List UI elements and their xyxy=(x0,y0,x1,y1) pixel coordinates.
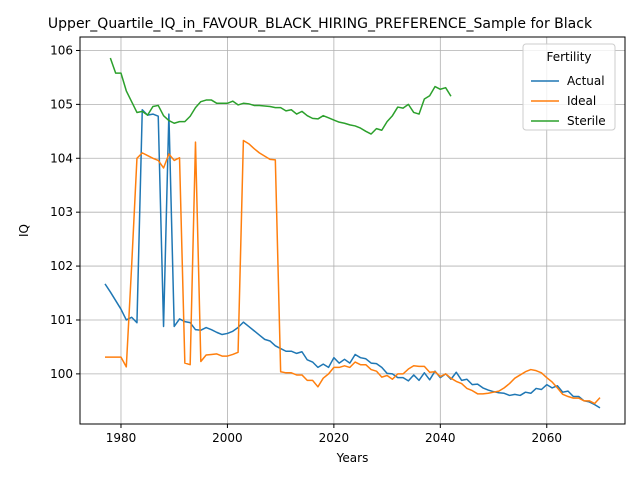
x-tick-label: 2040 xyxy=(425,431,456,445)
plot-frame xyxy=(79,36,626,425)
x-tick-label: 2060 xyxy=(531,431,562,445)
legend: Fertility Actual Ideal Sterile xyxy=(522,43,616,131)
y-tick-label: 103 xyxy=(50,205,73,219)
legend-entry: Actual xyxy=(567,74,605,88)
series-line-ideal xyxy=(105,139,601,405)
y-tick-label: 101 xyxy=(50,313,73,327)
legend-entry: Ideal xyxy=(567,94,596,108)
y-axis-label: IQ xyxy=(17,224,31,237)
x-tick-label: 2000 xyxy=(212,431,243,445)
x-axis-label: Years xyxy=(336,451,369,465)
legend-box xyxy=(522,43,616,131)
chart-title: Upper_Quartile_IQ_in_FAVOUR_BLACK_HIRING… xyxy=(48,16,593,32)
y-tick-label: 102 xyxy=(50,259,73,273)
axis-ticks: 1980 2000 2020 2040 2060 100 101 102 103 104 105 10… xyxy=(50,43,562,445)
legend-title: Fertility xyxy=(546,50,591,64)
y-tick-label: 100 xyxy=(50,367,73,381)
legend-entry: Sterile xyxy=(567,114,606,128)
x-tick-label: 1980 xyxy=(106,431,137,445)
series-line-sterile xyxy=(109,57,452,135)
y-tick-label: 105 xyxy=(50,97,73,111)
grid xyxy=(80,37,625,424)
x-tick-label: 2020 xyxy=(319,431,350,445)
legend-items: Actual Ideal Sterile xyxy=(531,74,606,128)
series-lines xyxy=(104,57,601,409)
y-tick-label: 106 xyxy=(50,43,73,57)
y-tick-label: 104 xyxy=(50,151,73,165)
series-line-actual xyxy=(104,109,601,409)
